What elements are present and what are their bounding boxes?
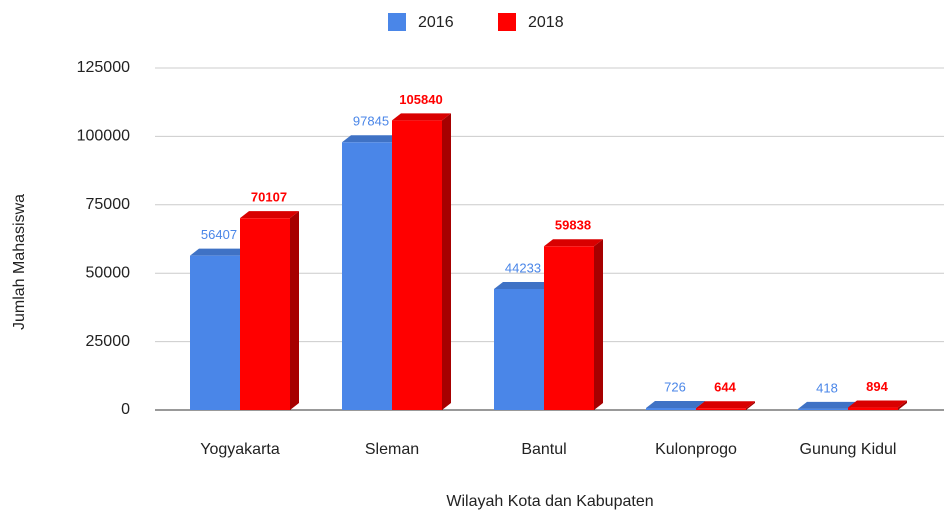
bar-top (240, 211, 299, 219)
y-tick-label: 125000 (77, 59, 130, 76)
bar-top (342, 135, 401, 143)
bar (646, 408, 696, 410)
bar (696, 408, 746, 410)
bar-top (190, 248, 249, 256)
bar-top (696, 401, 755, 409)
bar-side (290, 211, 299, 410)
legend-label: 2018 (528, 14, 564, 31)
bar-side (442, 113, 451, 411)
bar-side (898, 400, 907, 410)
bar-top (494, 281, 553, 289)
y-tick-label: 25000 (86, 333, 131, 350)
bar-top (798, 401, 857, 409)
x-axis-title: Wilayah Kota dan Kabupaten (446, 493, 653, 510)
value-label: 418 (816, 380, 838, 395)
legend-swatch (498, 13, 516, 31)
bar (342, 142, 392, 410)
value-label: 56407 (201, 227, 237, 242)
y-tick-label: 0 (121, 401, 130, 418)
legend-swatch (388, 13, 406, 31)
bar (848, 407, 898, 410)
value-label: 59838 (555, 218, 591, 233)
value-label: 70107 (251, 190, 287, 205)
bar (240, 218, 290, 410)
value-label: 726 (664, 379, 686, 394)
bar (392, 120, 442, 411)
value-label: 894 (866, 379, 888, 394)
value-label: 97845 (353, 114, 389, 129)
bar (190, 255, 240, 410)
y-tick-label: 100000 (77, 128, 130, 145)
bar-top (646, 401, 705, 409)
bar-side (594, 239, 603, 410)
x-tick-label: Kulonprogo (655, 441, 737, 458)
legend-label: 2016 (418, 14, 454, 31)
x-tick-label: Gunung Kidul (800, 441, 897, 458)
bar (544, 246, 594, 410)
value-label: 644 (714, 380, 736, 395)
value-label: 44233 (505, 260, 541, 275)
x-tick-label: Yogyakarta (200, 441, 280, 458)
x-tick-label: Sleman (365, 441, 419, 458)
bar (798, 408, 848, 410)
bar-top (848, 400, 907, 408)
bar-top (544, 239, 603, 247)
y-tick-label: 50000 (86, 264, 131, 281)
bar-top (392, 113, 451, 121)
y-axis-title: Jumlah Mahasiswa (11, 194, 28, 330)
bar-side (746, 401, 755, 410)
bar (494, 288, 544, 410)
x-tick-label: Bantul (521, 441, 566, 458)
y-tick-label: 75000 (86, 196, 131, 213)
value-label: 105840 (399, 92, 442, 107)
